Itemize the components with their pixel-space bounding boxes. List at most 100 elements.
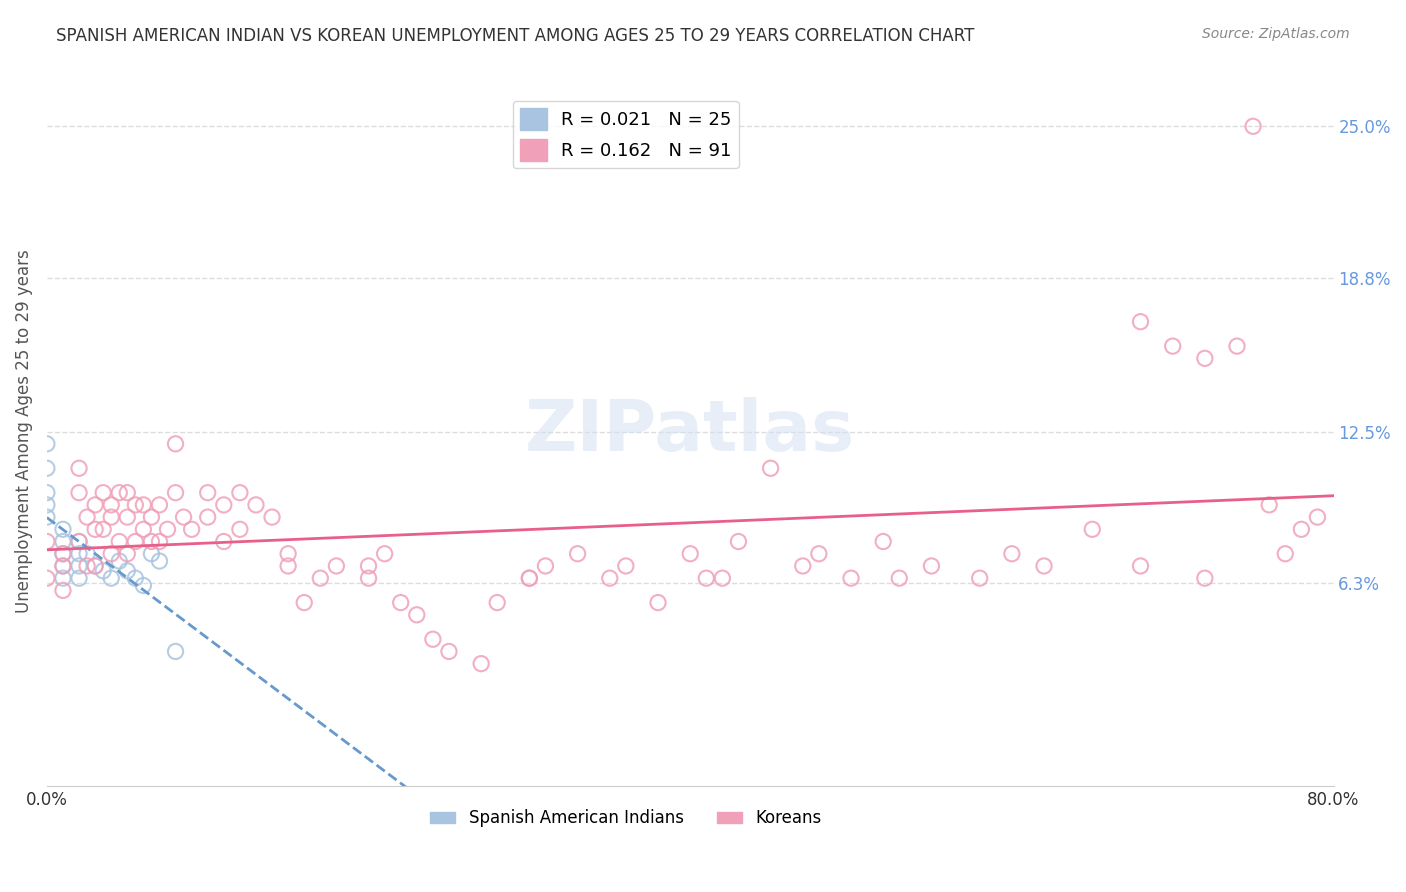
Point — [486, 596, 509, 610]
Point — [132, 522, 155, 536]
Point — [1001, 547, 1024, 561]
Point — [180, 522, 202, 536]
Point — [1129, 558, 1152, 573]
Point — [148, 534, 170, 549]
Point — [67, 558, 90, 573]
Point — [839, 571, 862, 585]
Point — [792, 558, 814, 573]
Point — [1161, 339, 1184, 353]
Point — [100, 547, 122, 561]
Point — [141, 547, 163, 561]
Point — [100, 571, 122, 585]
Point — [389, 596, 412, 610]
Point — [132, 498, 155, 512]
Point — [91, 485, 114, 500]
Point — [67, 534, 90, 549]
Point — [1241, 120, 1264, 134]
Point — [108, 485, 131, 500]
Point — [245, 498, 267, 512]
Point — [1274, 547, 1296, 561]
Point — [52, 583, 75, 598]
Point — [52, 522, 75, 536]
Point — [84, 558, 107, 573]
Point — [357, 558, 380, 573]
Point — [52, 547, 75, 561]
Point — [52, 547, 75, 561]
Point — [197, 485, 219, 500]
Point — [309, 571, 332, 585]
Point — [711, 571, 734, 585]
Point — [148, 498, 170, 512]
Point — [52, 571, 75, 585]
Point — [117, 510, 139, 524]
Text: ZIPatlas: ZIPatlas — [524, 397, 855, 467]
Point — [405, 607, 427, 622]
Point — [920, 558, 942, 573]
Point — [1194, 351, 1216, 366]
Point — [807, 547, 830, 561]
Text: Source: ZipAtlas.com: Source: ZipAtlas.com — [1202, 27, 1350, 41]
Point — [124, 534, 146, 549]
Point — [969, 571, 991, 585]
Point — [374, 547, 396, 561]
Point — [100, 510, 122, 524]
Point — [212, 498, 235, 512]
Text: SPANISH AMERICAN INDIAN VS KOREAN UNEMPLOYMENT AMONG AGES 25 TO 29 YEARS CORRELA: SPANISH AMERICAN INDIAN VS KOREAN UNEMPL… — [56, 27, 974, 45]
Point — [173, 510, 195, 524]
Point — [84, 498, 107, 512]
Point — [197, 510, 219, 524]
Point — [292, 596, 315, 610]
Point — [165, 437, 187, 451]
Point — [35, 485, 58, 500]
Point — [108, 554, 131, 568]
Point — [76, 547, 98, 561]
Point — [1194, 571, 1216, 585]
Point — [759, 461, 782, 475]
Point — [67, 485, 90, 500]
Point — [534, 558, 557, 573]
Point — [277, 547, 299, 561]
Point — [35, 534, 58, 549]
Point — [470, 657, 492, 671]
Point — [1081, 522, 1104, 536]
Point — [67, 461, 90, 475]
Point — [67, 534, 90, 549]
Point — [1033, 558, 1056, 573]
Point — [100, 498, 122, 512]
Point — [422, 632, 444, 647]
Point — [727, 534, 749, 549]
Point — [229, 485, 252, 500]
Point — [117, 485, 139, 500]
Point — [91, 564, 114, 578]
Point — [91, 522, 114, 536]
Point — [647, 596, 669, 610]
Point — [437, 644, 460, 658]
Point — [108, 534, 131, 549]
Point — [277, 558, 299, 573]
Point — [35, 461, 58, 475]
Point — [117, 547, 139, 561]
Point — [84, 522, 107, 536]
Point — [519, 571, 541, 585]
Point — [599, 571, 621, 585]
Point — [679, 547, 702, 561]
Point — [325, 558, 347, 573]
Point — [76, 510, 98, 524]
Point — [357, 571, 380, 585]
Point — [614, 558, 637, 573]
Point — [124, 498, 146, 512]
Point — [156, 522, 179, 536]
Point — [1226, 339, 1249, 353]
Legend: Spanish American Indians, Koreans: Spanish American Indians, Koreans — [423, 803, 828, 834]
Point — [141, 510, 163, 524]
Point — [1258, 498, 1281, 512]
Y-axis label: Unemployment Among Ages 25 to 29 years: Unemployment Among Ages 25 to 29 years — [15, 250, 32, 614]
Point — [1306, 510, 1329, 524]
Point — [260, 510, 283, 524]
Point — [76, 558, 98, 573]
Point — [67, 571, 90, 585]
Point — [212, 534, 235, 549]
Point — [872, 534, 894, 549]
Point — [1129, 315, 1152, 329]
Point — [52, 534, 75, 549]
